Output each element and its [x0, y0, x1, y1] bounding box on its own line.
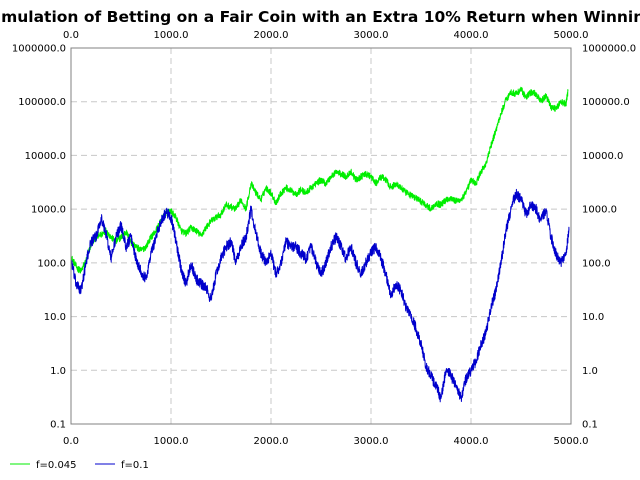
x-tick-label-top: 0.0 [63, 30, 79, 41]
y-tick-label-right: 1.0 [582, 366, 598, 377]
y-tick-label-left: 10000.0 [25, 151, 66, 162]
chart-title: Simulation of Betting on a Fair Coin wit… [0, 8, 640, 26]
y-tick-label-left: 10.0 [44, 312, 66, 323]
x-tick-label-top: 5000.0 [554, 30, 589, 41]
x-tick-label-top: 1000.0 [154, 30, 189, 41]
x-tick-label-bottom: 5000.0 [554, 436, 589, 447]
plot-frame [70, 47, 572, 425]
x-tick-label-top: 4000.0 [454, 30, 489, 41]
series-layer [70, 86, 570, 403]
legend: f=0.045 f=0.1 [10, 460, 149, 471]
y-tick-label-left: 1.0 [50, 366, 66, 377]
y-tick-label-right: 10000.0 [582, 151, 623, 162]
series-line-2 [70, 188, 570, 403]
y-tick-label-right: 100000.0 [582, 97, 630, 108]
legend-label-2: f=0.1 [121, 460, 149, 471]
x-tick-label-bottom: 2000.0 [254, 436, 289, 447]
y-tick-label-left: 100.0 [37, 258, 66, 269]
x-tick-label-top: 2000.0 [254, 30, 289, 41]
x-tick-label-bottom: 1000.0 [154, 436, 189, 447]
y-tick-label-right: 1000.0 [582, 205, 617, 216]
series-line-1 [70, 86, 569, 274]
legend-label-1: f=0.045 [36, 460, 77, 471]
x-tick-label-bottom: 3000.0 [354, 436, 389, 447]
y-tick-label-right: 100.0 [582, 258, 611, 269]
y-tick-label-left: 0.1 [50, 420, 66, 431]
y-tick-label-left: 1000.0 [31, 205, 66, 216]
tick-labels: 0.0 0.0 1000.0 1000.0 2000.0 2000.0 3000.0 3000… [12, 30, 636, 447]
y-tick-label-right: 10.0 [582, 312, 604, 323]
y-tick-label-right: 1000000.0 [582, 44, 636, 55]
grid [71, 48, 571, 424]
x-tick-label-top: 3000.0 [354, 30, 389, 41]
y-tick-label-right: 0.1 [582, 420, 598, 431]
x-tick-label-bottom: 4000.0 [454, 436, 489, 447]
x-tick-label-bottom: 0.0 [63, 436, 79, 447]
y-tick-label-left: 100000.0 [18, 97, 66, 108]
y-tick-label-left: 1000000.0 [12, 44, 66, 55]
